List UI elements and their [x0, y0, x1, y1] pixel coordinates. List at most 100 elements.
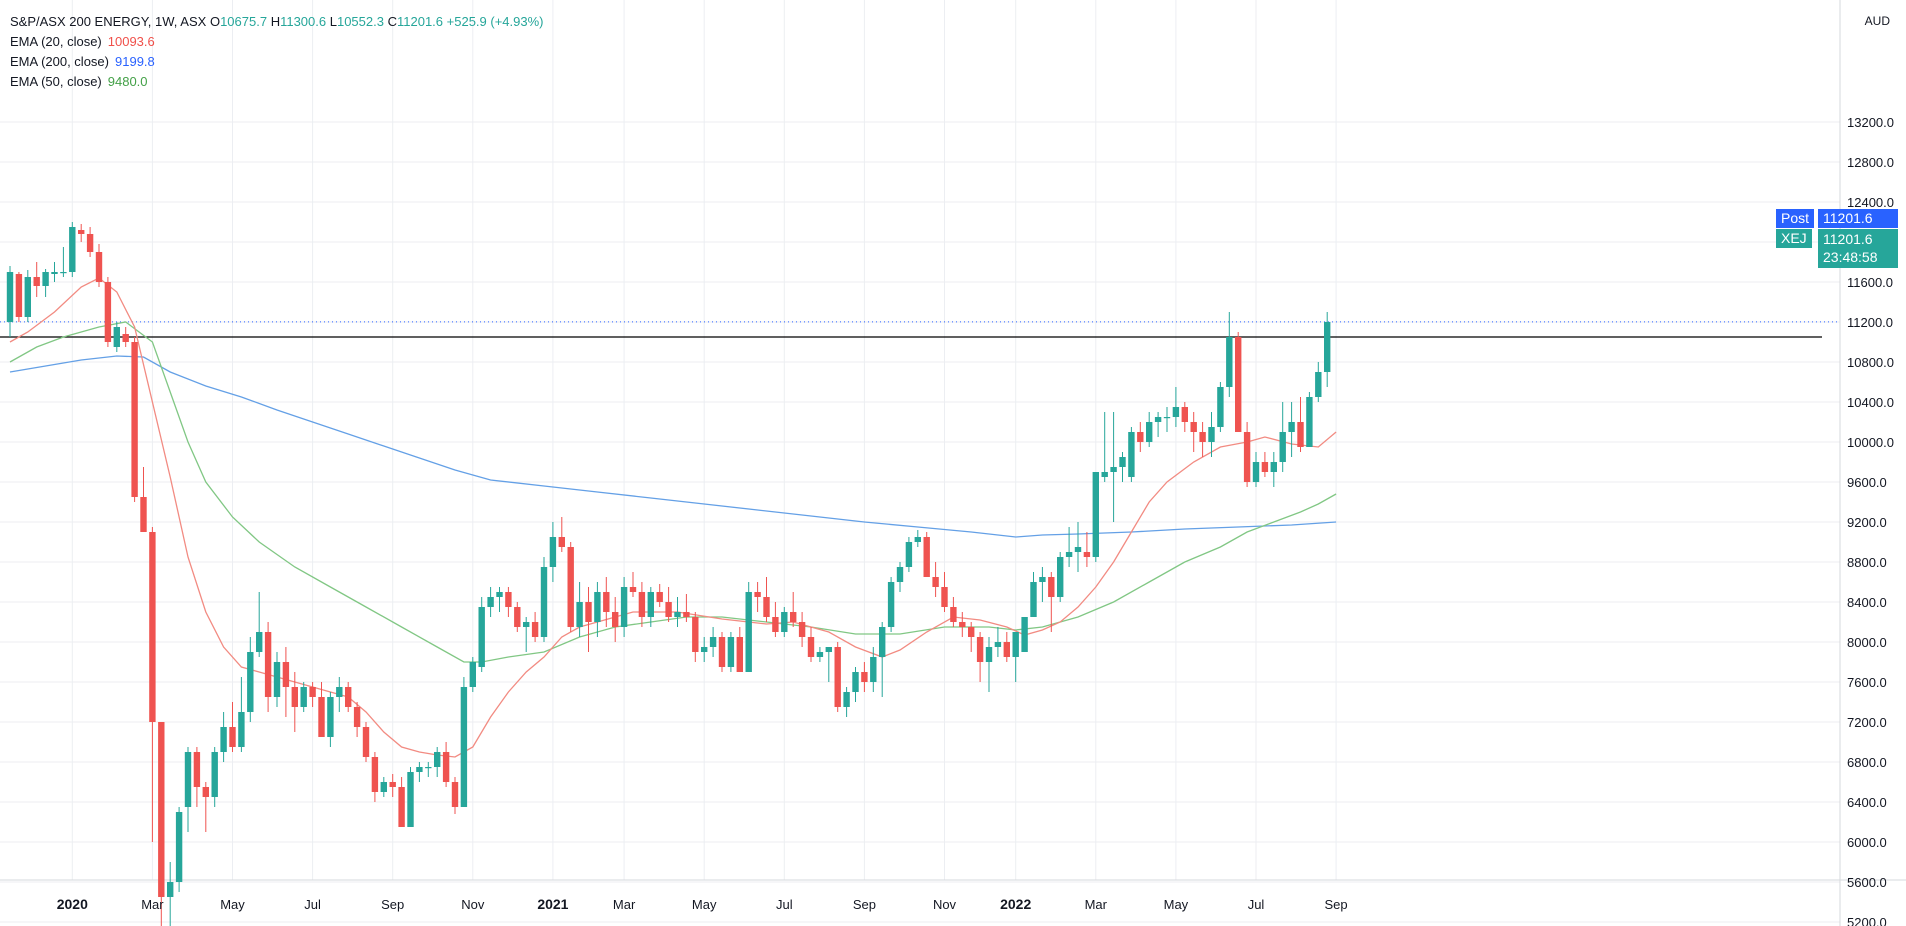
candle-body — [184, 752, 192, 807]
ema20-line — [9, 277, 1337, 758]
time-tick-label: May — [692, 897, 717, 912]
candle — [1119, 452, 1126, 482]
candle-body — [345, 687, 352, 707]
candle-body — [1146, 422, 1153, 442]
candle-body — [1315, 372, 1322, 397]
candle-body — [638, 592, 646, 617]
candle — [220, 712, 227, 762]
post-price-tag: 11201.6 — [1818, 209, 1898, 228]
legend-close-label: C — [387, 14, 397, 29]
candle-body — [24, 277, 31, 317]
candle-body — [496, 592, 503, 597]
candle-body — [1154, 417, 1162, 422]
currency-label[interactable]: AUD — [1864, 14, 1890, 28]
price-tick-label: 11600.0 — [1847, 275, 1893, 290]
candle — [460, 677, 468, 807]
candle — [1137, 422, 1144, 452]
price-tick-label: 9600.0 — [1847, 475, 1887, 490]
candle-body — [336, 687, 343, 697]
candle — [442, 742, 450, 787]
candle — [647, 587, 654, 627]
ema50-line — [9, 321, 1337, 663]
candle — [389, 774, 396, 797]
candle — [594, 582, 601, 637]
candle-body — [549, 537, 557, 567]
time-tick-label: Sep — [381, 897, 404, 912]
candle-body — [1003, 642, 1010, 657]
candle-body — [1279, 432, 1286, 462]
xej-price-tag: 11201.6 23:48:58 — [1818, 229, 1898, 268]
legend-open-label: O — [209, 14, 221, 29]
candle — [1092, 472, 1099, 562]
candle — [923, 532, 930, 577]
candle-body — [665, 602, 672, 617]
candle — [549, 522, 557, 582]
candle — [95, 244, 103, 287]
candle-body — [505, 592, 512, 607]
candle-body — [149, 532, 156, 722]
candle — [852, 667, 859, 702]
candle — [576, 582, 583, 637]
candle-body — [1297, 422, 1304, 447]
candle — [175, 807, 183, 892]
candle-body — [790, 612, 797, 622]
candle — [843, 687, 850, 717]
legend-symbol-row: S&P/ASX 200 ENERGY, 1W, ASX O10675.7 H11… — [10, 12, 544, 32]
candle — [1163, 407, 1171, 432]
legend-ema200-row[interactable]: EMA (200, close) 9199.8 — [10, 52, 544, 72]
legend-ema20-row[interactable]: EMA (20, close) 10093.6 — [10, 32, 544, 52]
candle-body — [1030, 582, 1037, 617]
candle — [709, 627, 717, 657]
candle-body — [763, 597, 770, 617]
candle-body — [229, 727, 236, 747]
candle — [167, 862, 174, 926]
candle-body — [950, 607, 957, 622]
candle — [78, 224, 85, 242]
candle-body — [745, 592, 752, 672]
candle-body — [1083, 552, 1091, 557]
candle — [1128, 427, 1135, 482]
time-axis[interactable]: 2020 Mar May Jul Sep Nov 2021 Mar May Jul Sep Nov 20… — [57, 896, 1348, 912]
candle-body — [1039, 577, 1046, 582]
candle — [398, 777, 405, 827]
legend-symbol[interactable]: S&P/ASX 200 ENERGY, 1W, ASX — [10, 14, 207, 29]
candle — [193, 747, 201, 807]
candle — [149, 527, 156, 842]
candle — [1324, 312, 1331, 387]
candle-body — [994, 642, 1002, 647]
candle-body — [380, 782, 387, 792]
candle-body — [879, 627, 886, 657]
candle — [531, 612, 539, 642]
candle — [861, 662, 868, 692]
candle-body — [1217, 387, 1224, 427]
price-tick-label: 10800.0 — [1847, 355, 1894, 370]
candle-body — [451, 782, 459, 807]
candle — [416, 762, 423, 782]
candle-body — [629, 587, 637, 592]
candle — [256, 592, 263, 657]
time-tick-label: Mar — [1085, 897, 1108, 912]
candle — [887, 577, 895, 632]
legend-ema50-row[interactable]: EMA (50, close) 9480.0 — [10, 72, 544, 92]
candle — [718, 632, 726, 672]
candle — [273, 652, 281, 707]
candle — [51, 262, 58, 282]
candle-body — [1101, 472, 1108, 477]
candle — [309, 682, 316, 707]
candle — [1172, 387, 1180, 427]
time-tick-label: May — [220, 897, 245, 912]
candle-body — [1012, 632, 1019, 657]
candle — [469, 657, 476, 692]
candle-body — [104, 282, 112, 342]
candle-body — [113, 327, 120, 347]
candle — [451, 777, 459, 814]
candle-body — [1208, 427, 1215, 442]
candle — [131, 337, 138, 502]
candle-body — [487, 597, 494, 607]
candle — [33, 262, 40, 297]
candle-body — [923, 537, 930, 577]
candle — [1270, 452, 1277, 487]
horizontal-lines — [0, 321, 1840, 338]
candle-body — [701, 647, 708, 652]
